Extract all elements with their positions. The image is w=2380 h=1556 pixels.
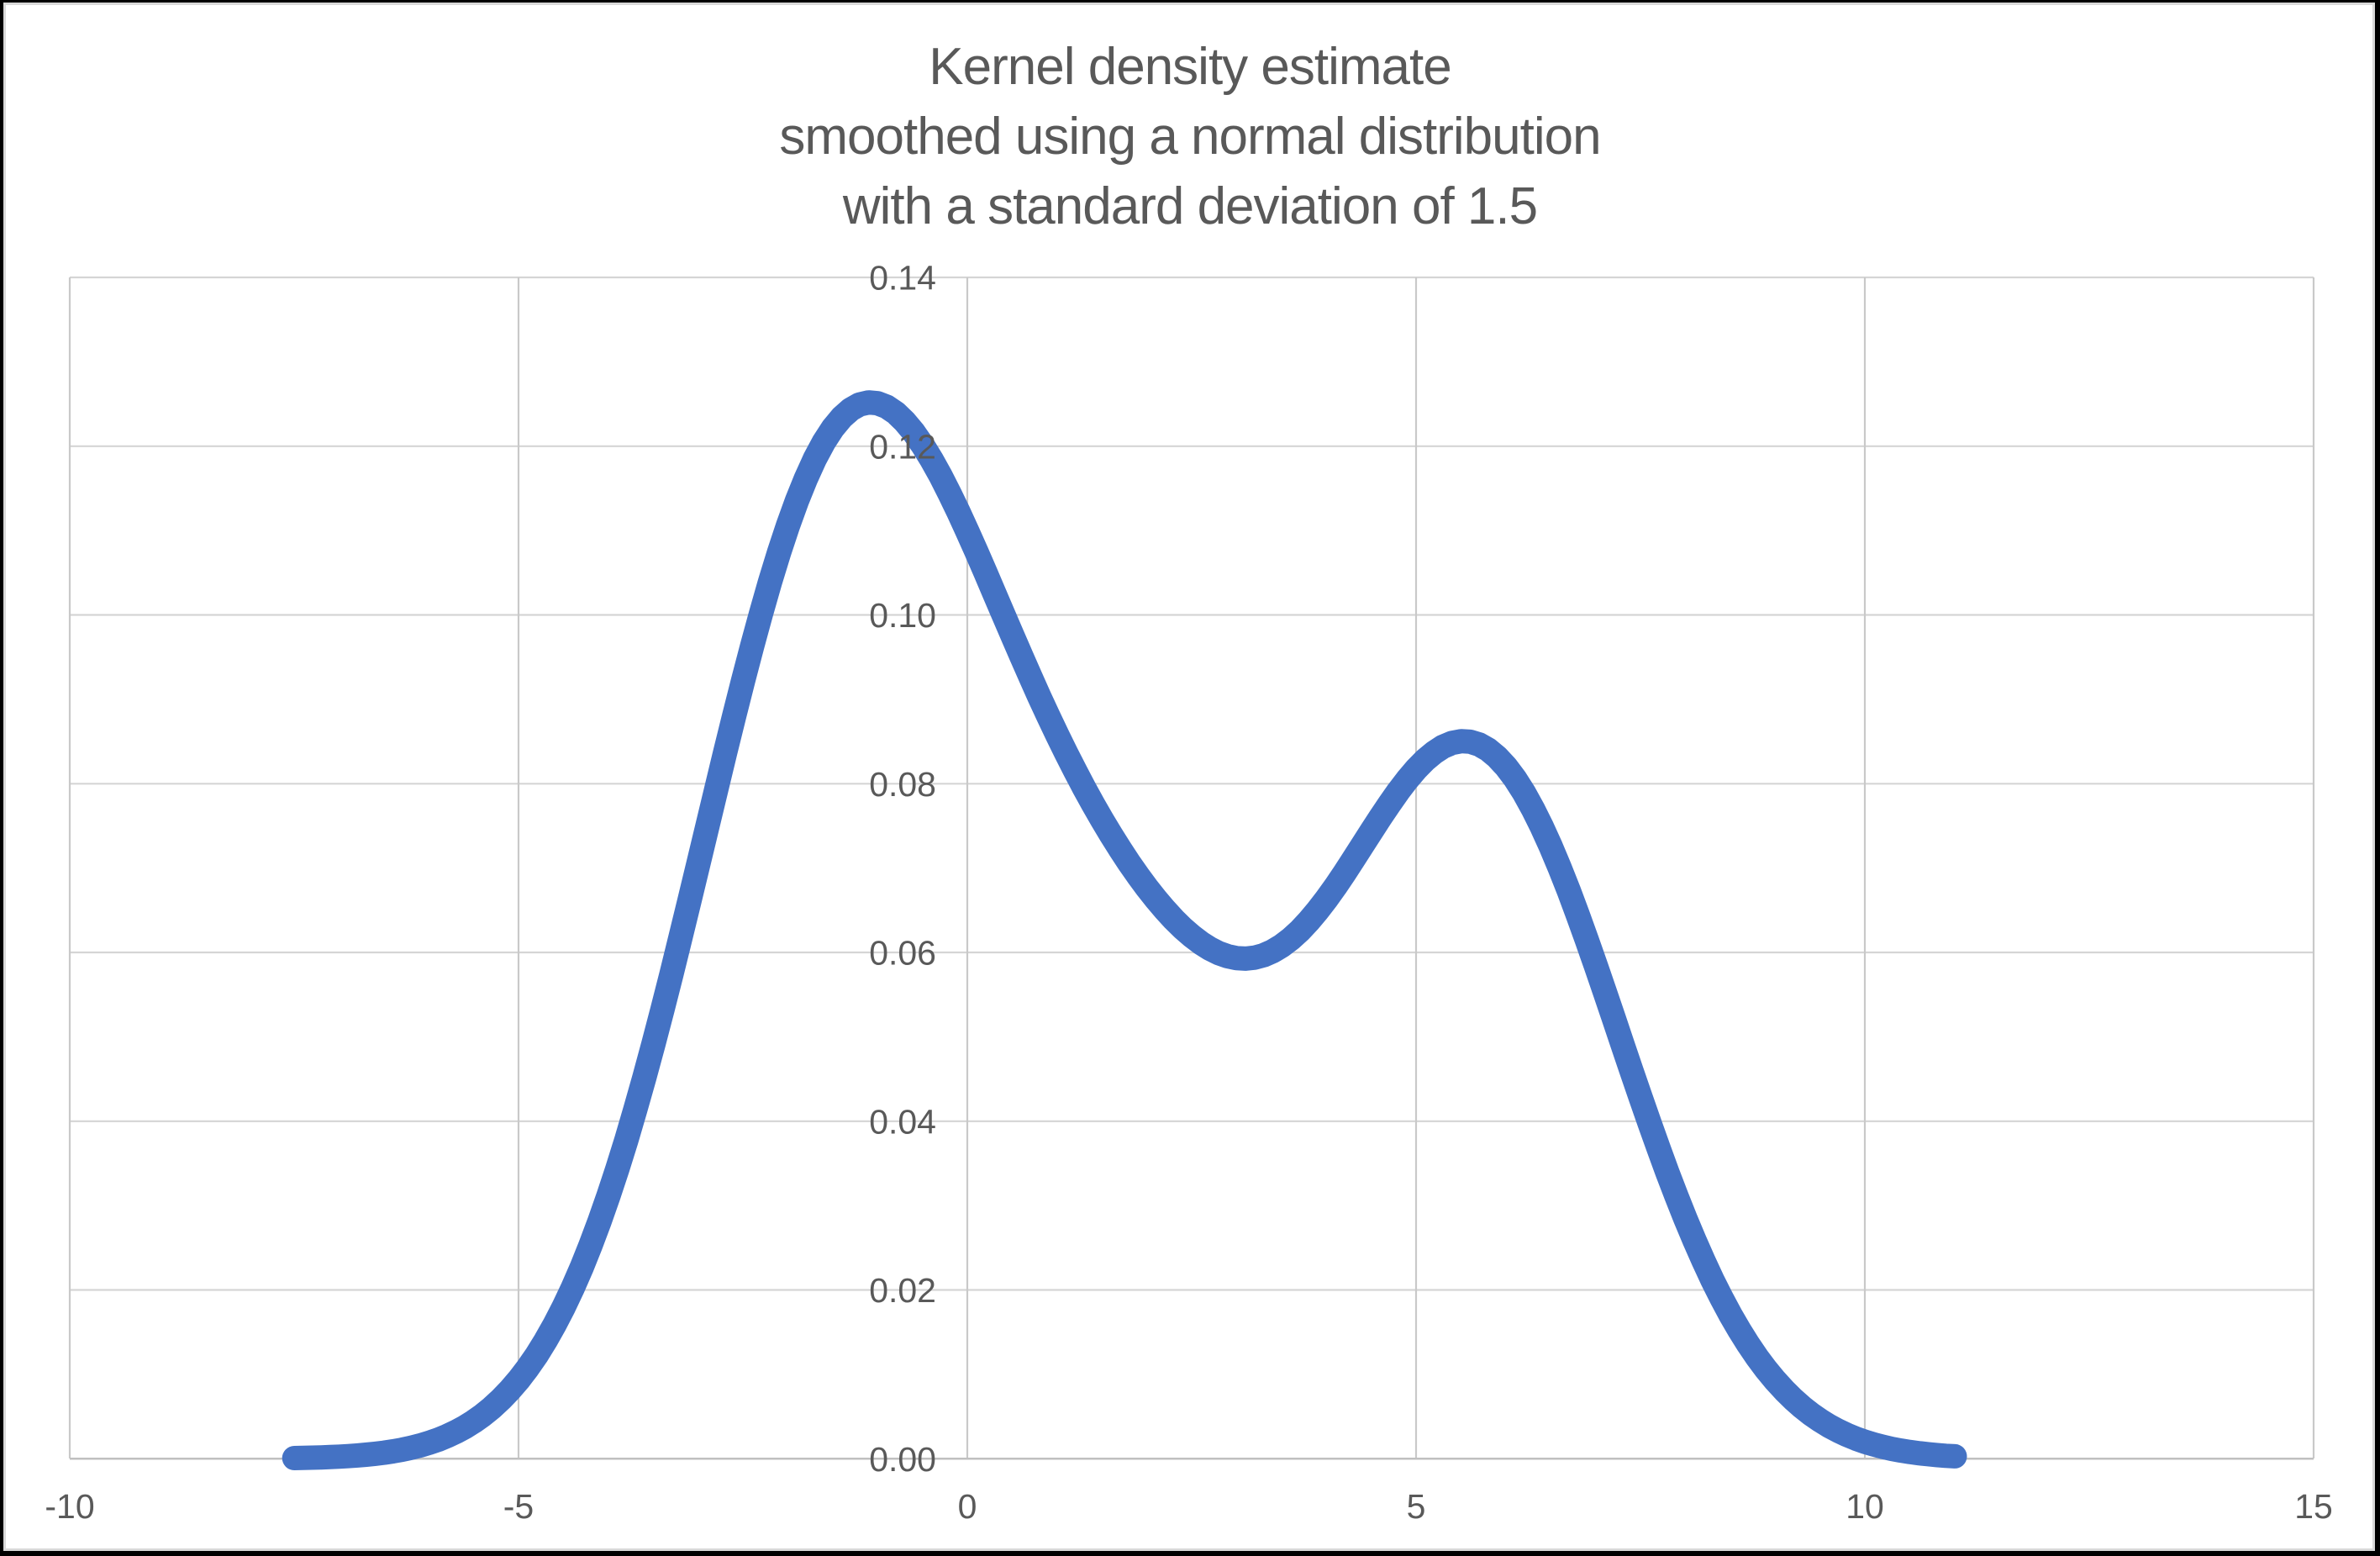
svg-text:0.06: 0.06 bbox=[869, 934, 936, 973]
svg-text:-10: -10 bbox=[45, 1487, 94, 1526]
svg-text:10: 10 bbox=[1846, 1487, 1884, 1526]
svg-text:0: 0 bbox=[958, 1487, 977, 1526]
svg-text:0.10: 0.10 bbox=[869, 596, 936, 635]
svg-text:5: 5 bbox=[1407, 1487, 1426, 1526]
svg-text:0.08: 0.08 bbox=[869, 765, 936, 804]
svg-text:0.00: 0.00 bbox=[869, 1440, 936, 1479]
svg-text:0.02: 0.02 bbox=[869, 1271, 936, 1310]
svg-text:0.12: 0.12 bbox=[869, 427, 936, 466]
svg-text:-5: -5 bbox=[503, 1487, 534, 1526]
svg-text:0.04: 0.04 bbox=[869, 1102, 936, 1141]
svg-text:15: 15 bbox=[2294, 1487, 2333, 1526]
svg-text:0.14: 0.14 bbox=[869, 259, 936, 298]
